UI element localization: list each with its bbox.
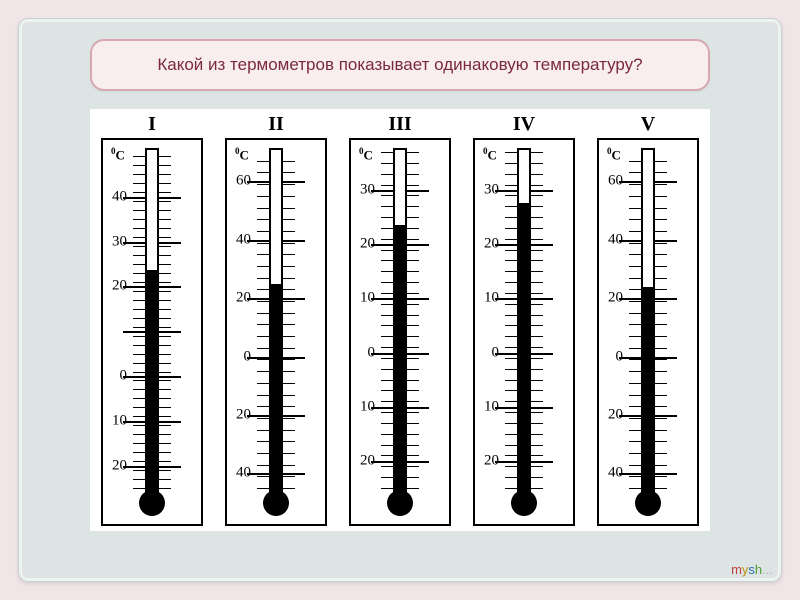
thermometer-label: IV bbox=[468, 113, 580, 136]
tick-label: 20 bbox=[349, 236, 375, 253]
question-text: Какой из термометров показывает одинаков… bbox=[110, 55, 690, 75]
thermometer-tube bbox=[269, 148, 283, 492]
tick-label: 40 bbox=[101, 188, 127, 205]
thermometer-1: I0C40302001020 bbox=[96, 113, 208, 531]
tick-label: 0 bbox=[597, 348, 623, 365]
tick-label: 20 bbox=[597, 406, 623, 423]
thermometer-2: II0C60402002040 bbox=[220, 113, 332, 531]
mercury-fill bbox=[395, 225, 405, 492]
tick-label: 0 bbox=[473, 344, 499, 361]
tick-label: 20 bbox=[473, 236, 499, 253]
tick-label: 0 bbox=[101, 368, 127, 385]
thermometer-bulb bbox=[139, 490, 165, 516]
tick-label: 20 bbox=[597, 290, 623, 307]
thermometer-bulb bbox=[263, 490, 289, 516]
tick-label: 20 bbox=[101, 457, 127, 474]
thermometer-tube bbox=[393, 148, 407, 492]
tick-label: 10 bbox=[101, 412, 127, 429]
thermometer-tube bbox=[145, 148, 159, 492]
thermometer-3: III0C30201001020 bbox=[344, 113, 456, 531]
thermometers-area: I0C40302001020II0C60402002040III0C302010… bbox=[90, 109, 710, 531]
thermometer-label: II bbox=[220, 113, 332, 136]
thermometer-5: V0C60402002040 bbox=[592, 113, 704, 531]
thermometer-4: IV0C30201001020 bbox=[468, 113, 580, 531]
tick-label: 40 bbox=[225, 465, 251, 482]
tick-label: 20 bbox=[225, 290, 251, 307]
tick-label: 10 bbox=[473, 398, 499, 415]
tick-label: 30 bbox=[349, 181, 375, 198]
tick-label: 10 bbox=[349, 398, 375, 415]
tick-label: 10 bbox=[349, 290, 375, 307]
thermometer-box: 0C40302001020 bbox=[101, 138, 203, 526]
tick-label: 60 bbox=[597, 173, 623, 190]
tick-label: 30 bbox=[473, 181, 499, 198]
thermometer-label: III bbox=[344, 113, 456, 136]
tick-label: 30 bbox=[101, 233, 127, 250]
tick-label: 10 bbox=[473, 290, 499, 307]
thermometer-box: 0C30201001020 bbox=[473, 138, 575, 526]
thermometer-tube bbox=[641, 148, 655, 492]
thermometer-box: 0C30201001020 bbox=[349, 138, 451, 526]
thermometer-label: V bbox=[592, 113, 704, 136]
thermometer-bulb bbox=[511, 490, 537, 516]
thermometer-bulb bbox=[387, 490, 413, 516]
thermometer-box: 0C60402002040 bbox=[225, 138, 327, 526]
tick-label: 20 bbox=[473, 452, 499, 469]
tick-label: 60 bbox=[225, 173, 251, 190]
tick-label: 40 bbox=[597, 465, 623, 482]
tick-label: 0 bbox=[349, 344, 375, 361]
mercury-fill bbox=[271, 284, 281, 492]
thermometer-box: 0C60402002040 bbox=[597, 138, 699, 526]
mercury-fill bbox=[519, 203, 529, 492]
thermometer-label: I bbox=[96, 113, 208, 136]
tick-label: 20 bbox=[349, 452, 375, 469]
tick-label: 40 bbox=[597, 231, 623, 248]
mercury-fill bbox=[147, 270, 157, 492]
tick-label: 20 bbox=[101, 278, 127, 295]
thermometer-tube bbox=[517, 148, 531, 492]
tick-label: 40 bbox=[225, 231, 251, 248]
watermark: mysh... bbox=[731, 562, 773, 577]
outer-panel: Какой из термометров показывает одинаков… bbox=[18, 18, 782, 582]
thermometer-bulb bbox=[635, 490, 661, 516]
mercury-fill bbox=[643, 287, 653, 492]
tick-label: 20 bbox=[225, 406, 251, 423]
tick-label: 0 bbox=[225, 348, 251, 365]
question-box: Какой из термометров показывает одинаков… bbox=[90, 39, 710, 91]
